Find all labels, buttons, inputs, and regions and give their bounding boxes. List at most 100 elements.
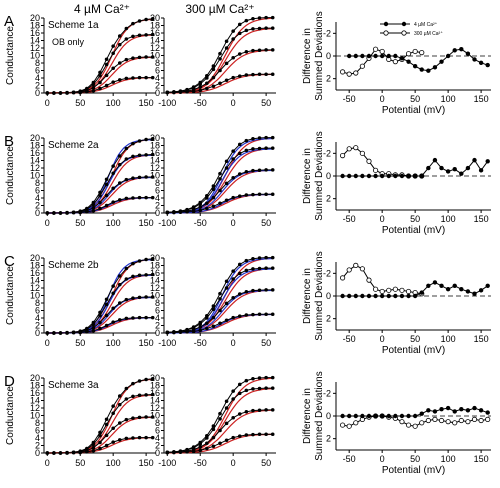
diff-point-4uM xyxy=(360,413,365,419)
y-tick-label-4uM: 6 xyxy=(35,306,40,316)
diff-axis-label-line1: Difference in xyxy=(302,148,313,204)
data-point-300uM xyxy=(231,389,235,393)
diff-point-300uM xyxy=(372,167,379,173)
data-point-300uM xyxy=(218,411,222,416)
diff-point-4uM xyxy=(399,413,405,419)
data-point-300uM xyxy=(244,49,249,54)
diff-point-4uM xyxy=(379,413,385,419)
data-point-4uM xyxy=(124,266,129,271)
diff-point-300uM xyxy=(339,69,346,75)
data-point-300uM xyxy=(218,308,222,313)
data-point-4uM xyxy=(150,16,155,21)
data-point-4uM xyxy=(131,21,135,26)
data-point-300uM xyxy=(264,135,268,140)
data-point-4uM xyxy=(131,76,135,80)
data-point-300uM xyxy=(231,277,235,281)
data-point-4uM xyxy=(111,440,115,444)
diff-point-4uM xyxy=(439,283,444,288)
y-tick-label-300uM: 0 xyxy=(155,328,160,338)
data-point-300uM xyxy=(237,52,242,56)
data-point-4uM xyxy=(124,146,129,151)
data-point-4uM xyxy=(124,57,129,62)
diff-point-300uM xyxy=(438,417,445,424)
data-point-4uM xyxy=(91,208,96,213)
diff-point-4uM xyxy=(419,67,424,72)
data-point-300uM xyxy=(244,73,249,77)
diff-point-300uM xyxy=(339,422,346,428)
x-tick-label-300uM: -50 xyxy=(194,458,207,468)
diff-point-4uM xyxy=(432,157,438,163)
data-point-300uM xyxy=(218,51,222,56)
data-point-4uM xyxy=(91,202,96,207)
data-point-300uM xyxy=(205,436,209,440)
data-point-4uM xyxy=(58,331,63,335)
data-point-300uM xyxy=(211,304,216,308)
data-point-300uM xyxy=(257,312,262,317)
data-point-300uM xyxy=(211,444,216,449)
diff-point-300uM xyxy=(359,150,365,156)
data-point-300uM xyxy=(257,136,262,140)
data-point-300uM xyxy=(218,428,222,433)
data-point-4uM xyxy=(131,154,135,159)
data-point-4uM xyxy=(131,176,135,180)
diff-point-300uM xyxy=(419,420,425,426)
data-point-300uM xyxy=(211,184,216,188)
y-tick-label-4uM: 20 xyxy=(30,133,40,143)
data-point-4uM xyxy=(111,291,115,296)
y-tick-label-4uM: 12 xyxy=(30,163,40,173)
data-point-4uM xyxy=(104,422,109,427)
data-point-300uM xyxy=(270,408,275,412)
diff-point-4uM xyxy=(406,173,411,179)
diff-point-4uM xyxy=(412,413,418,419)
diff-point-4uM xyxy=(412,173,418,179)
data-point-4uM xyxy=(91,82,96,87)
diff-point-4uM xyxy=(459,171,464,176)
data-point-300uM xyxy=(205,86,209,91)
diff-point-300uM xyxy=(353,420,359,426)
data-point-300uM xyxy=(270,375,275,380)
y-tick-label-4uM: 2 xyxy=(35,321,40,331)
data-point-300uM xyxy=(231,269,235,273)
diff-x-axis-label: Potential (mV) xyxy=(382,105,445,116)
diff-y-tick-label: -2 xyxy=(323,268,331,278)
y-tick-label-300uM: 16 xyxy=(150,28,160,38)
x-tick-label-4uM: 150 xyxy=(139,338,154,348)
diff-point-300uM xyxy=(359,63,365,69)
y-tick-label-4uM: 16 xyxy=(30,148,40,158)
diff-point-4uM xyxy=(412,293,418,299)
data-point-4uM xyxy=(124,76,129,81)
data-point-300uM xyxy=(231,295,235,300)
data-point-300uM xyxy=(211,195,216,200)
y-tick-label-300uM: 4 xyxy=(155,193,160,203)
data-point-4uM xyxy=(111,51,115,56)
data-point-4uM xyxy=(111,411,115,416)
data-point-300uM xyxy=(244,433,249,437)
y-tick-label-4uM: 14 xyxy=(30,276,40,286)
data-point-4uM xyxy=(137,75,142,80)
diff-point-300uM xyxy=(392,59,398,65)
y-tick-label-300uM: 20 xyxy=(150,13,160,23)
data-point-300uM xyxy=(211,427,216,432)
data-point-4uM xyxy=(124,177,129,182)
diff-point-4uM xyxy=(419,290,424,295)
diff-point-300uM xyxy=(353,70,359,76)
y-tick-label-4uM: 8 xyxy=(35,298,40,308)
data-point-300uM xyxy=(257,168,262,173)
data-point-300uM xyxy=(251,256,255,261)
diff-point-4uM xyxy=(465,289,471,294)
diff-point-300uM xyxy=(339,275,346,281)
data-point-300uM xyxy=(264,288,268,292)
y-tick-label-300uM: 6 xyxy=(155,306,160,316)
diff-point-4uM xyxy=(439,59,444,64)
data-point-4uM xyxy=(144,393,148,397)
data-point-300uM xyxy=(237,74,242,78)
data-point-300uM xyxy=(191,449,196,454)
data-point-4uM xyxy=(131,416,135,420)
y-tick-label-4uM: 14 xyxy=(30,36,40,46)
y-tick-label-300uM: 2 xyxy=(155,321,160,331)
data-point-4uM xyxy=(124,316,129,321)
diff-x-axis-label: Potential (mV) xyxy=(382,345,445,356)
y-tick-label-300uM: 18 xyxy=(150,261,160,271)
data-point-300uM xyxy=(211,64,216,68)
diff-point-4uM xyxy=(439,407,444,412)
